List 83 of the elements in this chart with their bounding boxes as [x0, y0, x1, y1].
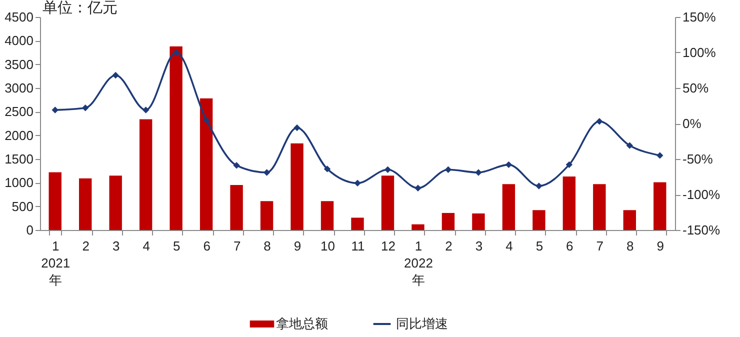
- y-tick-label: 3500: [4, 56, 34, 72]
- y-tick-label: 2000: [4, 128, 34, 143]
- x-tick-label: 9: [656, 238, 664, 254]
- point: [294, 124, 300, 132]
- x-tick-label: 1 2021 年: [41, 238, 70, 288]
- y2-tick-label: -150%: [682, 222, 721, 238]
- bar: [442, 212, 455, 230]
- bar: [139, 119, 152, 230]
- x-tick-label: 8: [626, 238, 634, 254]
- x-tick-label: 11: [351, 238, 365, 254]
- y-tick-label: 1500: [4, 152, 34, 166]
- point: [172, 49, 180, 56]
- bar: [381, 176, 394, 230]
- y-tick-label: 1000: [4, 175, 34, 190]
- x-tick-label: 5: [172, 238, 180, 254]
- y2-tick-label: 50%: [682, 80, 709, 96]
- point: [656, 152, 664, 159]
- point: [263, 169, 270, 176]
- y-tick-label: 0: [26, 222, 34, 238]
- y-tick-label: 2500: [4, 104, 34, 120]
- point: [82, 104, 89, 112]
- x-tick-label: 4: [506, 238, 513, 254]
- x-tick-label: 7: [233, 238, 241, 254]
- point: [444, 166, 452, 174]
- bar: [593, 184, 606, 230]
- x-tick-label: 3: [475, 238, 483, 254]
- x-tick-label: 7: [596, 238, 604, 254]
- point: [202, 116, 210, 124]
- point: [142, 106, 150, 114]
- bar: [320, 201, 334, 230]
- bar: [290, 143, 304, 230]
- x-tick-label: 10: [320, 238, 335, 254]
- bar: [654, 182, 666, 230]
- x-tick-label: 12: [381, 238, 396, 254]
- legend-label: 拿地总额: [276, 316, 328, 331]
- y-tick-label: 500: [12, 198, 34, 214]
- point: [475, 169, 482, 176]
- point: [354, 180, 361, 186]
- point: [566, 161, 573, 168]
- x-tick-label: 5: [536, 238, 544, 254]
- x-tick-label: 3: [112, 238, 120, 254]
- bar: [351, 218, 364, 230]
- bar: [170, 46, 182, 230]
- point: [324, 166, 331, 172]
- y2-tick-label: 150%: [682, 10, 716, 24]
- y-tick-label: 3000: [4, 80, 34, 96]
- bar: [109, 176, 122, 230]
- point: [233, 162, 240, 169]
- bar: [532, 210, 546, 230]
- point: [626, 142, 633, 149]
- bar: [623, 210, 636, 230]
- y2-tick-label: 100%: [682, 45, 716, 60]
- y-tick-label: 4000: [4, 33, 34, 48]
- point: [52, 106, 58, 114]
- point: [596, 118, 603, 125]
- x-tick-label: 6: [203, 238, 210, 254]
- y2-tick-label: 0%: [682, 116, 702, 131]
- x-tick-label: 9: [294, 238, 302, 254]
- bar: [260, 201, 274, 230]
- point: [536, 182, 542, 190]
- y2-tick-label: -50%: [682, 152, 714, 166]
- bar: [472, 213, 485, 230]
- y2-tick-label: -100%: [682, 187, 721, 202]
- bar: [502, 184, 516, 230]
- bar: [79, 178, 92, 230]
- legend-label: 同比增速: [396, 316, 448, 331]
- y-axis-title: 单位：亿元: [42, 0, 118, 16]
- x-tick-label: 1 2022 年: [404, 238, 433, 288]
- bar: [200, 98, 213, 230]
- x-tick-label: 4: [142, 238, 150, 254]
- x-tick-label: 2: [82, 238, 90, 254]
- x-tick-label: 8: [264, 238, 271, 254]
- bar: [48, 172, 62, 230]
- point: [414, 184, 422, 192]
- bar: [562, 176, 576, 230]
- x-tick-label: 6: [566, 238, 574, 254]
- x-tick-label: 2: [445, 238, 452, 254]
- y-tick-label: 4500: [4, 10, 34, 24]
- bar: [230, 185, 243, 230]
- bar: [412, 224, 424, 230]
- point: [384, 166, 392, 174]
- point: [112, 72, 119, 79]
- point: [505, 161, 512, 168]
